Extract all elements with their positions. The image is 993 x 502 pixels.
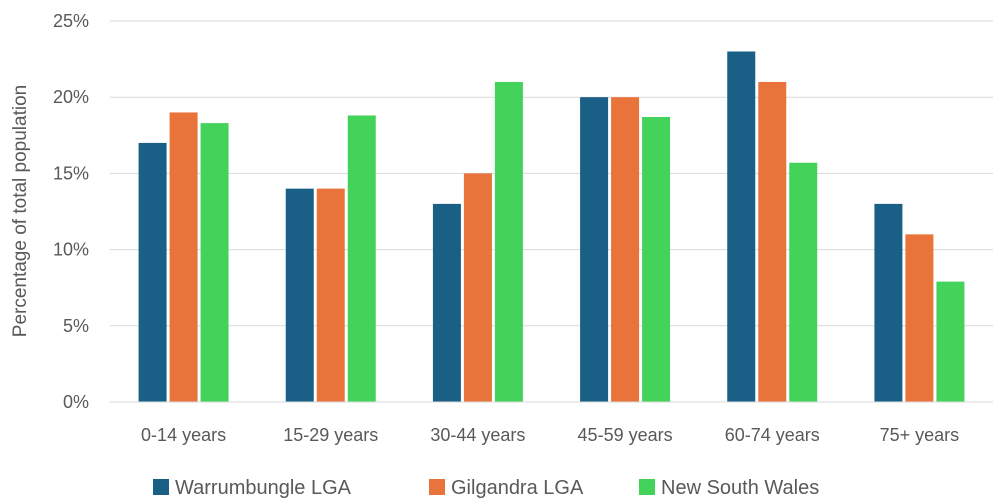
x-tick-label: 60-74 years (725, 425, 820, 445)
legend: Warrumbungle LGA Gilgandra LGA New South W… (153, 477, 819, 499)
x-axis-tick-labels: 0-14 years 15-29 years 30-44 years 45-59 ye… (141, 425, 959, 445)
x-tick-label: 75+ years (880, 425, 960, 445)
legend-swatch (153, 479, 169, 495)
bar-warrumbungle-lga (580, 97, 609, 402)
bar-new-south-wales (789, 162, 818, 402)
y-tick-label: 15% (53, 163, 89, 183)
bar-new-south-wales (642, 117, 671, 403)
legend-swatch (429, 479, 445, 495)
bar-gilgandra-lga (905, 234, 934, 402)
bar-warrumbungle-lga (138, 142, 167, 403)
y-tick-label: 0% (63, 392, 89, 412)
legend-label: Warrumbungle LGA (175, 477, 352, 499)
bar-gilgandra-lga (463, 173, 492, 402)
bar-new-south-wales (494, 81, 523, 403)
bar-warrumbungle-lga (285, 188, 314, 402)
y-tick-label: 5% (63, 316, 89, 336)
bar-new-south-wales (347, 115, 376, 402)
bar-new-south-wales (200, 123, 229, 402)
y-tick-label: 20% (53, 87, 89, 107)
y-axis-tick-labels: 0% 5% 10% 15% 20% 25% (53, 11, 89, 412)
y-tick-label: 25% (53, 11, 89, 31)
bar-warrumbungle-lga (432, 203, 461, 402)
gridlines (110, 20, 993, 327)
y-tick-label: 10% (53, 240, 89, 260)
bar-gilgandra-lga (758, 81, 787, 403)
legend-swatch (639, 479, 655, 495)
bar-warrumbungle-lga (727, 51, 756, 402)
legend-label: Gilgandra LGA (451, 477, 584, 499)
bars (138, 51, 965, 403)
bar-new-south-wales (936, 281, 965, 402)
y-axis-title: Percentage of total population (10, 85, 31, 337)
x-tick-label: 30-44 years (430, 425, 525, 445)
bar-gilgandra-lga (169, 112, 198, 402)
bar-gilgandra-lga (611, 97, 640, 402)
bar-gilgandra-lga (316, 188, 345, 402)
x-tick-label: 15-29 years (283, 425, 378, 445)
legend-label: New South Wales (661, 477, 819, 499)
x-tick-label: 0-14 years (141, 425, 226, 445)
x-tick-label: 45-59 years (578, 425, 673, 445)
bar-warrumbungle-lga (874, 203, 903, 402)
